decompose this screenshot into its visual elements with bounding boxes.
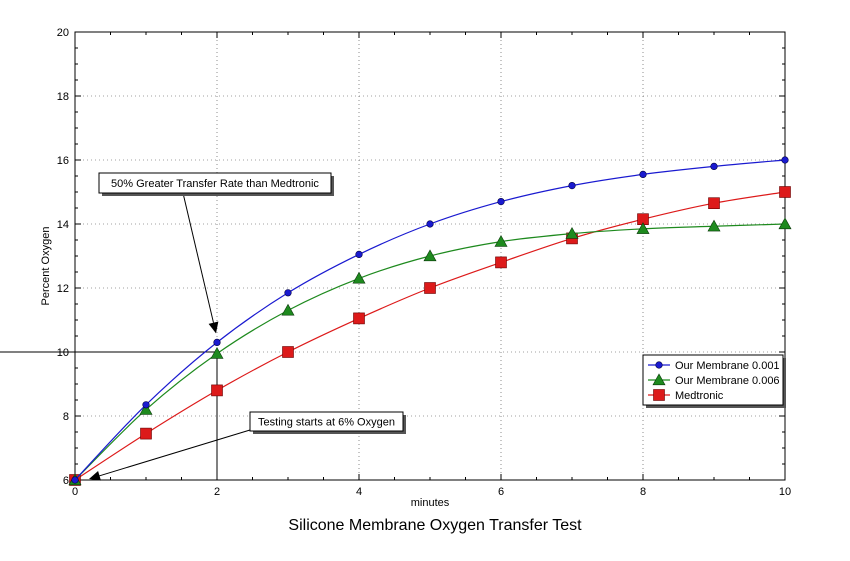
y-tick-label: 10 [57,347,69,359]
data-point [710,162,718,170]
series-line [74,223,786,481]
data-point [565,226,579,239]
y-tick-label: 6 [63,475,69,487]
x-tick-label: 6 [498,486,504,498]
data-point [353,312,365,325]
x-tick-label: 2 [214,486,220,498]
data-point [708,197,720,209]
data-point [781,156,789,164]
data-point [639,170,647,178]
data-point [707,219,721,232]
annotation-arrow-transfer [182,192,219,334]
data-point [139,402,153,415]
legend-label: Medtronic [675,390,724,402]
data-point [284,289,292,297]
annotation-text: Testing starts at 6% Oxygen [258,417,395,429]
series-0 [71,156,789,484]
y-tick-label: 18 [57,91,69,103]
data-point [355,250,363,258]
series-1 [68,217,792,486]
data-point [424,282,436,294]
chart-title: Silicone Membrane Oxygen Transfer Test [288,517,582,534]
y-tick-label: 12 [57,283,69,295]
data-point [211,384,223,397]
data-point [494,234,508,247]
legend-label: Our Membrane 0.001 [675,360,780,372]
data-point [140,427,152,440]
legend-item-1: Our Membrane 0.006 [648,373,780,387]
series-line [74,159,786,481]
data-point [568,182,576,190]
axis-ticks: 0 2 4 6 8 10 6 8 10 12 14 16 18 20 [57,27,791,498]
data-point [778,217,792,230]
annotations: 50% Greater Transfer Rate than Medtronic… [89,172,406,481]
legend: Our Membrane 0.001 Our Membrane 0.006 Medt… [642,354,786,408]
data-point [426,220,434,228]
legend-marker [655,361,663,369]
y-tick-label: 20 [57,27,69,39]
series-layer [68,156,792,486]
y-axis-label: Percent Oxygen [40,227,52,306]
annotation-testing-start: Testing starts at 6% Oxygen [249,411,406,434]
x-tick-label: 4 [356,486,362,498]
arrow-shaft [182,192,214,323]
arrow-head [89,471,101,481]
data-point [71,476,79,484]
guide-lines [0,351,218,480]
data-point [142,401,150,409]
annotation-box [98,172,332,194]
y-tick-label: 14 [57,219,69,231]
legend-item-0: Our Membrane 0.001 [648,360,780,372]
data-point [497,198,505,206]
x-tick-label: 10 [779,486,791,498]
data-point [636,222,650,234]
annotation-transfer-rate: 50% Greater Transfer Rate than Medtronic [98,172,334,196]
y-tick-label: 16 [57,155,69,167]
x-axis-label: minutes [411,497,450,509]
annotation-box [249,411,404,432]
legend-marker [653,389,665,401]
data-point [213,338,221,347]
x-tick-label: 0 [72,486,78,498]
legend-item-2: Medtronic [648,389,724,402]
data-point [210,346,224,359]
legend-label: Our Membrane 0.006 [675,375,780,387]
annotation-text: 50% Greater Transfer Rate than Medtronic [111,178,319,190]
arrow-shaft [99,429,251,477]
data-point [423,249,437,262]
data-point [281,303,295,316]
data-point [282,346,294,358]
annotation-arrow-start [89,429,251,481]
x-tick-label: 8 [640,486,646,498]
data-point [495,256,507,269]
arrow-head [208,321,219,334]
legend-marker [652,373,666,386]
y-tick-label: 8 [63,411,69,423]
data-point [352,271,366,284]
data-point [779,186,791,198]
